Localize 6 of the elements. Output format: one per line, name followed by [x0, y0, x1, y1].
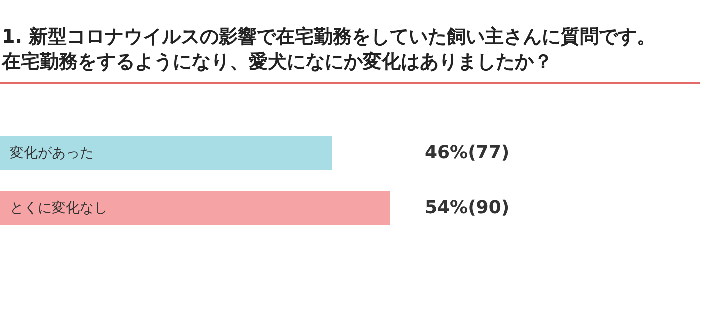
data-label: 46%(77) [425, 142, 510, 164]
chart-title: 1. 新型コロナウイルスの影響で在宅勤務をしていた飼い主さんに質問です。 [2, 26, 656, 48]
y-tick-label: とくに変化なし [10, 200, 108, 216]
data-label: 54%(90) [425, 198, 510, 218]
chart-subtitle: 在宅勤務をするようになり、愛犬になにか変化はありましたか？ [1, 51, 553, 73]
y-tick-label: 変化があった [10, 146, 94, 162]
